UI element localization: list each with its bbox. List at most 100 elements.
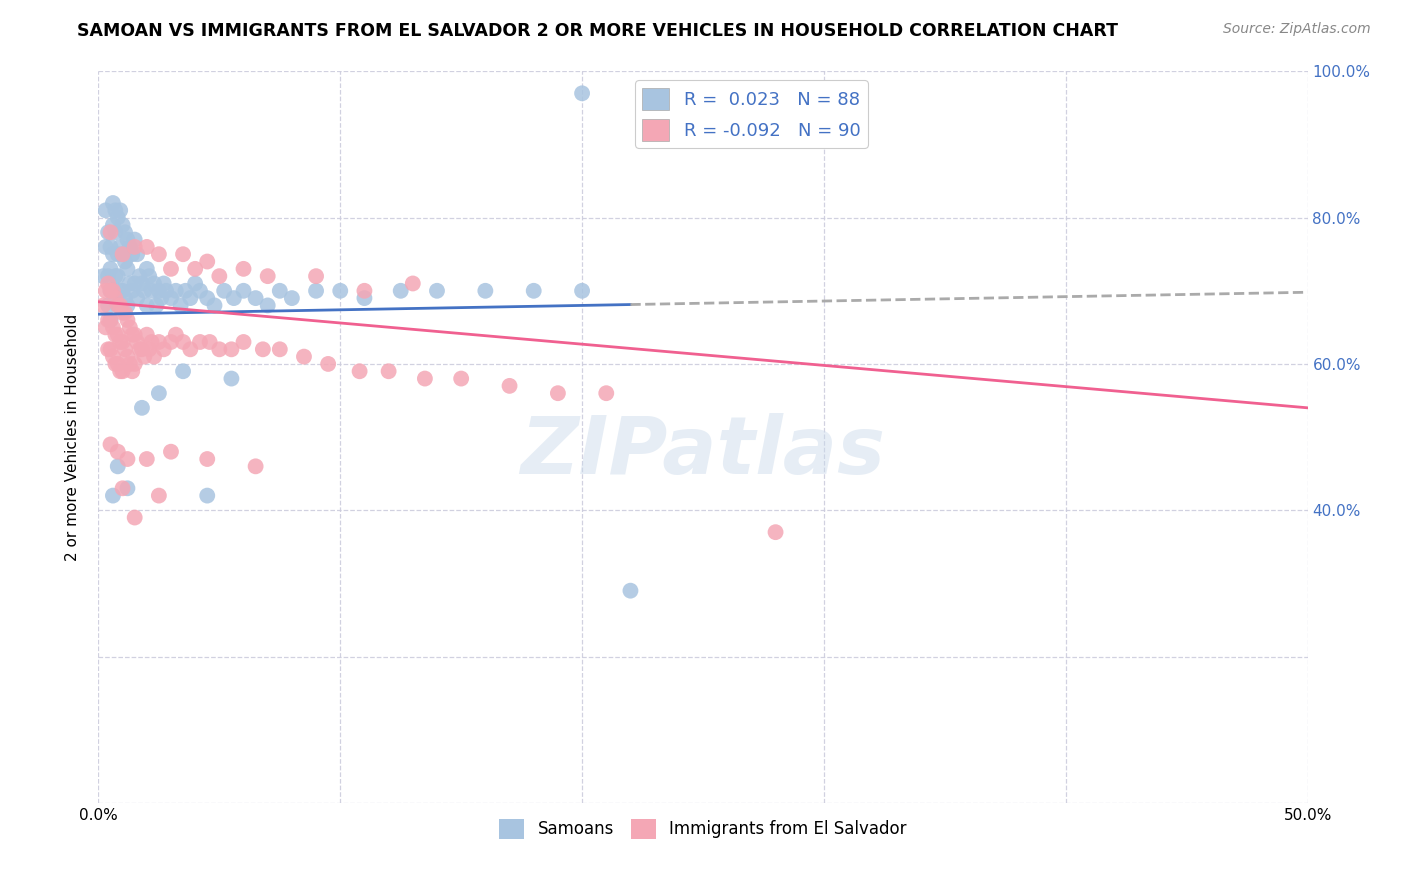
Point	[160, 261, 183, 276]
Point	[117, 452, 139, 467]
Text: ZIPatlas: ZIPatlas	[520, 413, 886, 491]
Point	[426, 284, 449, 298]
Point	[232, 284, 254, 298]
Point	[269, 284, 291, 298]
Point	[108, 364, 131, 378]
Point	[292, 350, 315, 364]
Point	[204, 298, 226, 312]
Point	[100, 240, 122, 254]
Point	[108, 240, 131, 254]
Point	[100, 284, 122, 298]
Point	[245, 459, 267, 474]
Point	[305, 284, 328, 298]
Point	[127, 291, 149, 305]
Point	[111, 364, 134, 378]
Point	[765, 525, 787, 540]
Point	[212, 284, 235, 298]
Point	[172, 334, 194, 349]
Point	[117, 298, 139, 312]
Point	[117, 350, 139, 364]
Point	[195, 254, 218, 268]
Point	[221, 343, 243, 357]
Point	[101, 320, 124, 334]
Point	[353, 291, 375, 305]
Point	[256, 298, 278, 312]
Point	[124, 510, 146, 524]
Point	[221, 371, 243, 385]
Point	[117, 481, 139, 495]
Point	[94, 284, 117, 298]
Point	[124, 240, 146, 254]
Point	[107, 298, 129, 312]
Point	[97, 225, 120, 239]
Point	[124, 327, 146, 342]
Point	[108, 284, 131, 298]
Point	[134, 284, 156, 298]
Point	[111, 284, 134, 298]
Point	[169, 298, 191, 312]
Point	[111, 218, 134, 232]
Point	[107, 269, 129, 284]
Point	[198, 334, 221, 349]
Point	[135, 452, 157, 467]
Point	[104, 291, 127, 305]
Point	[143, 350, 166, 364]
Point	[179, 343, 201, 357]
Point	[245, 291, 267, 305]
Point	[138, 343, 160, 357]
Point	[104, 225, 127, 239]
Point	[134, 350, 156, 364]
Point	[131, 343, 153, 357]
Point	[595, 386, 617, 401]
Point	[208, 343, 231, 357]
Point	[111, 334, 134, 349]
Point	[208, 269, 231, 284]
Point	[160, 334, 183, 349]
Point	[104, 269, 127, 284]
Point	[101, 218, 124, 232]
Point	[114, 306, 136, 320]
Point	[108, 298, 131, 312]
Point	[232, 334, 254, 349]
Point	[184, 261, 207, 276]
Point	[165, 284, 187, 298]
Point	[121, 247, 143, 261]
Point	[145, 298, 167, 312]
Point	[252, 343, 274, 357]
Point	[389, 284, 412, 298]
Point	[305, 269, 328, 284]
Point	[108, 334, 131, 349]
Point	[121, 284, 143, 298]
Point	[131, 401, 153, 415]
Point	[117, 233, 139, 247]
Point	[101, 284, 124, 298]
Point	[256, 269, 278, 284]
Point	[547, 386, 569, 401]
Point	[135, 298, 157, 312]
Point	[107, 247, 129, 261]
Point	[152, 277, 174, 291]
Point	[124, 357, 146, 371]
Point	[100, 225, 122, 239]
Point	[121, 327, 143, 342]
Point	[100, 313, 122, 327]
Point	[114, 343, 136, 357]
Point	[101, 284, 124, 298]
Point	[188, 334, 211, 349]
Point	[450, 371, 472, 385]
Point	[174, 284, 197, 298]
Point	[138, 269, 160, 284]
Point	[118, 357, 141, 371]
Point	[143, 277, 166, 291]
Point	[148, 284, 170, 298]
Point	[165, 327, 187, 342]
Point	[104, 327, 127, 342]
Point	[222, 291, 245, 305]
Point	[124, 277, 146, 291]
Point	[498, 379, 520, 393]
Point	[413, 371, 436, 385]
Point	[160, 444, 183, 458]
Point	[97, 269, 120, 284]
Point	[121, 364, 143, 378]
Point	[100, 343, 122, 357]
